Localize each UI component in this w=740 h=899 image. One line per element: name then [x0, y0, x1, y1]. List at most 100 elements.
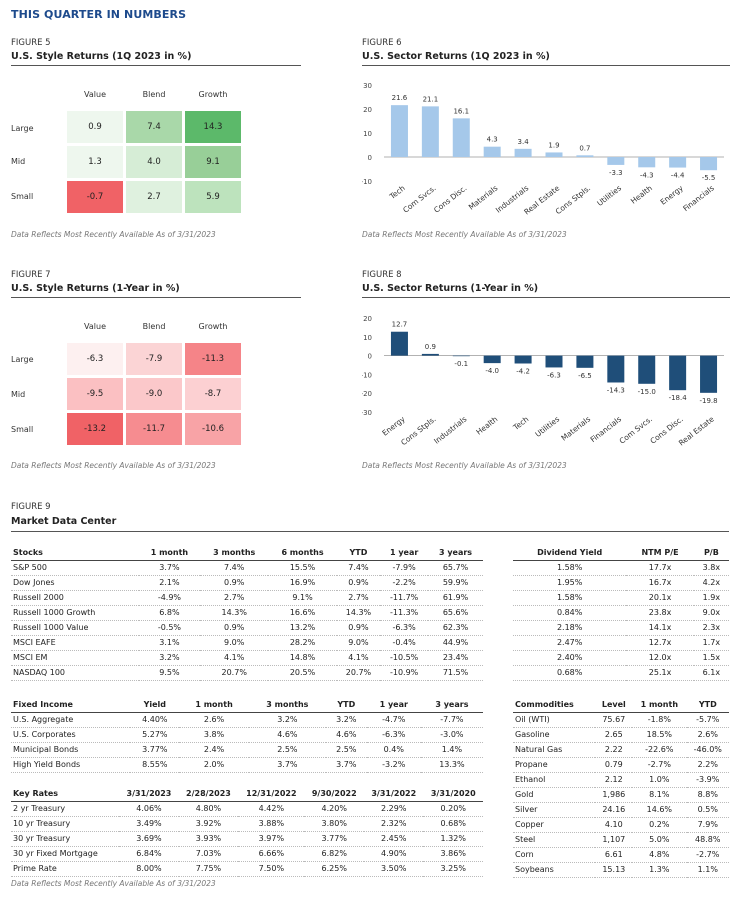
heatmap-cell: 9.1 [184, 145, 242, 179]
table-cell: 30 yr Fixed Mortgage [11, 846, 120, 862]
table-row: Gold 1,986 8.1% 8.8% [513, 787, 729, 803]
x-tick-label: Health [629, 183, 654, 205]
y-tick-label: -20 [362, 390, 372, 398]
table-row: Russell 2000 -4.9% 2.7% 9.1% 2.7% -11.7% 61.9% [11, 590, 483, 606]
row-label-mid: Mid [11, 390, 26, 399]
table-row: Oil (WTI) 75.67 -1.8% -5.7% [513, 712, 729, 728]
table-cell: -46.0% [686, 742, 729, 758]
figure7-title: U.S. Style Returns (1-Year in %) [11, 283, 180, 294]
table-cell: -2.7% [632, 757, 687, 773]
heatmap-cell: 0.9 [66, 110, 124, 144]
bar [607, 355, 625, 383]
table-cell: 3.88% [238, 816, 305, 832]
table-cell: Ethanol [513, 772, 596, 788]
heatmap-cell: -13.2 [66, 412, 124, 446]
row-label-mid: Mid [11, 157, 26, 166]
commodities-table: Commodities Level 1 month YTD Oil (WTI) 75.67… [513, 697, 729, 878]
table-cell: 25.1x [626, 665, 694, 681]
y-tick-label: 30 [363, 82, 372, 90]
table-cell: 12.7x [626, 635, 694, 651]
table-cell: 75.67 [595, 712, 633, 728]
column-header: Commodities [513, 697, 596, 713]
table-cell: 6.1x [693, 665, 729, 681]
table-cell: 7.4% [336, 560, 381, 576]
heatmap-cell: -7.9 [125, 342, 183, 376]
data-label: -0.1 [454, 360, 468, 368]
column-header: 9/30/2022 [304, 786, 364, 802]
bar [576, 355, 594, 368]
figure8-title: U.S. Sector Returns (1-Year in %) [362, 283, 539, 294]
table-cell: 2.2% [686, 757, 729, 773]
table-cell: Soybeans [513, 862, 596, 878]
figure9-title: Market Data Center [11, 516, 117, 527]
table-cell: 0.9% [200, 620, 269, 636]
table-row: Propane 0.79 -2.7% 2.2% [513, 757, 729, 773]
table-cell: 2.0% [179, 757, 249, 773]
table-row: 10 yr Treasury 3.49% 3.92% 3.88% 3.80% 2.32% 0… [11, 816, 483, 832]
table-cell: Prime Rate [11, 861, 120, 877]
data-label: -14.3 [607, 386, 625, 394]
data-label: 21.6 [392, 94, 408, 102]
y-tick-label: 20 [363, 315, 372, 323]
figure6-label: FIGURE 6 [362, 38, 402, 48]
bar [452, 118, 470, 157]
table-cell: 1.9x [693, 590, 729, 606]
table-cell: 14.6% [632, 802, 687, 818]
table-cell: -10.9% [380, 665, 429, 681]
data-label: 12.7 [392, 321, 408, 329]
table-cell: 2.7% [336, 590, 381, 606]
table-cell: 4.6% [325, 727, 367, 743]
x-tick-label: Com Svcs. [401, 183, 437, 214]
column-header: YTD [686, 697, 729, 713]
table-row: Natural Gas 2.22 -22.6% -46.0% [513, 742, 729, 758]
table-cell: 8.55% [130, 757, 180, 773]
table-cell: 15.13 [595, 862, 633, 878]
table-cell: 2.32% [363, 816, 424, 832]
table-cell: 3.86% [423, 846, 483, 862]
table-cell: 2.40% [513, 650, 627, 666]
table-cell: 23.4% [428, 650, 483, 666]
table-cell: Russell 1000 Growth [11, 605, 139, 621]
column-header: 6 months [268, 545, 337, 561]
table-cell: 0.20% [423, 801, 483, 817]
heatmap-cell: -10.6 [184, 412, 242, 446]
table-cell: 16.7x [626, 575, 694, 591]
table-cell: 14.3% [200, 605, 269, 621]
bar [669, 157, 687, 168]
table-cell: Russell 2000 [11, 590, 139, 606]
table-cell: -22.6% [632, 742, 687, 758]
table-cell: 2.6% [686, 727, 729, 743]
table-cell: 2.4% [179, 742, 249, 758]
table-cell: -1.8% [632, 712, 687, 728]
table-cell: 5.27% [130, 727, 180, 743]
table-row: 1.95% 16.7x 4.2x [513, 575, 729, 591]
data-label: -15.0 [638, 388, 656, 396]
table-row: Corn 6.61 4.8% -2.7% [513, 847, 729, 863]
table-cell: -6.3% [366, 727, 421, 743]
column-header: Yield [130, 697, 180, 713]
table-cell: 0.4% [366, 742, 421, 758]
table-cell: 8.1% [632, 787, 687, 803]
figure5-rule [11, 65, 301, 66]
table-cell: 61.9% [428, 590, 483, 606]
table-cell: 3.1% [138, 635, 201, 651]
table-cell: 4.06% [119, 801, 179, 817]
row-label-small: Small [11, 192, 34, 201]
column-header: 3/31/2022 [363, 786, 424, 802]
table-cell: 9.0% [200, 635, 269, 651]
column-header: 2/28/2023 [178, 786, 239, 802]
data-label: 21.1 [423, 95, 439, 103]
data-label: -18.4 [669, 394, 688, 402]
table-row: Copper 4.10 0.2% 7.9% [513, 817, 729, 833]
bar [452, 355, 470, 357]
col-header-growth: Growth [198, 322, 228, 331]
bar [576, 155, 594, 157]
table-row: Silver 24.16 14.6% 0.5% [513, 802, 729, 818]
y-tick-label: 10 [363, 334, 372, 342]
heatmap-cell: -9.5 [66, 377, 124, 411]
table-row: Steel 1,107 5.0% 48.8% [513, 832, 729, 848]
table-cell: 2.47% [513, 635, 627, 651]
table-cell: -3.0% [420, 727, 483, 743]
table-cell: 7.75% [178, 861, 239, 877]
table-cell: 3.50% [363, 861, 424, 877]
